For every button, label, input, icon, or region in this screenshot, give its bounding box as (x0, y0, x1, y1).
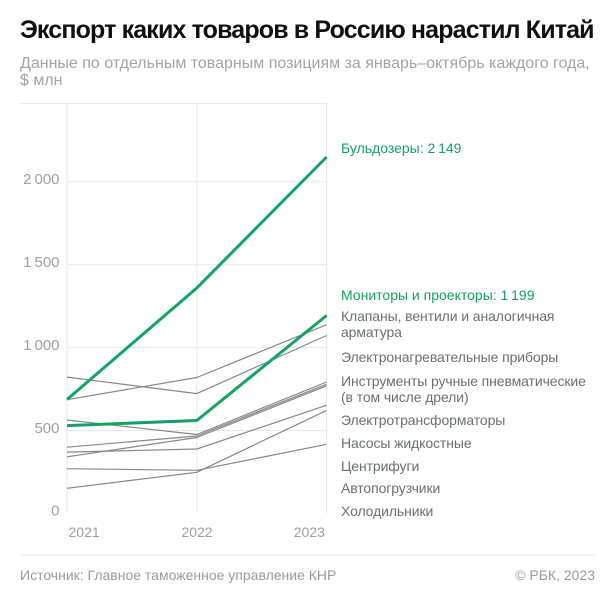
svg-text:1 000: 1 000 (23, 337, 59, 354)
svg-text:500: 500 (34, 420, 59, 437)
svg-text:2023: 2023 (294, 524, 325, 540)
svg-text:0: 0 (51, 503, 59, 520)
svg-text:2021: 2021 (69, 524, 100, 540)
svg-text:1 500: 1 500 (23, 254, 59, 271)
svg-text:2 000: 2 000 (23, 171, 59, 188)
svg-text:2022: 2022 (181, 524, 212, 540)
